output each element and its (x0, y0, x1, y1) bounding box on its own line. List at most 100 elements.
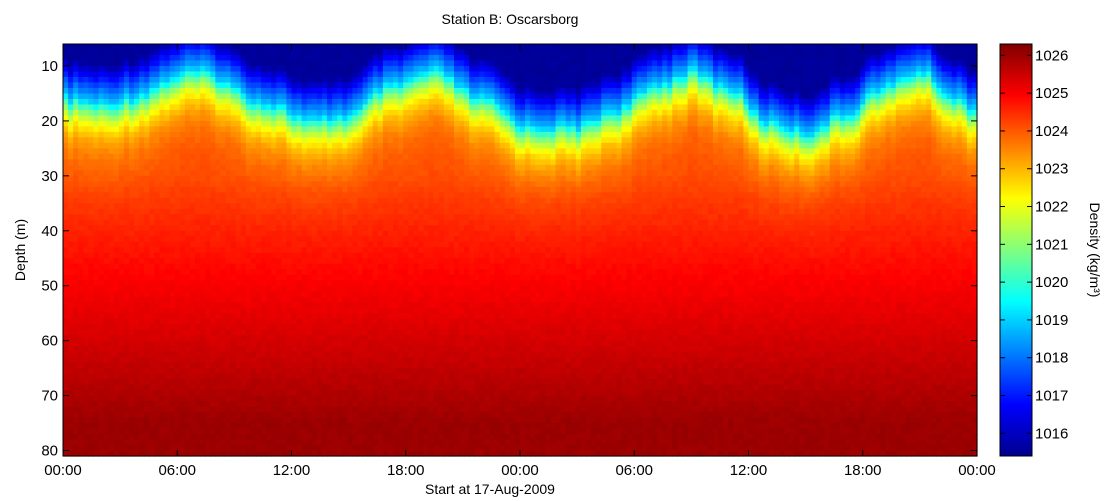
heatmap-cell (372, 384, 379, 391)
heatmap-cell (281, 87, 288, 95)
heatmap-cell (301, 274, 308, 281)
heatmap-cell (113, 214, 120, 221)
heatmap-cell (250, 346, 257, 353)
heatmap-cell (235, 412, 242, 419)
heatmap-cell (342, 318, 348, 325)
heatmap-cell (301, 285, 308, 292)
heatmap-cell (159, 93, 166, 100)
heatmap-cell (73, 280, 79, 287)
heatmap-cell (200, 87, 206, 95)
heatmap-cell (129, 148, 135, 155)
heatmap-cell (225, 208, 232, 215)
heatmap-cell (144, 137, 150, 144)
heatmap-cell (73, 230, 79, 237)
heatmap-cell (225, 439, 232, 446)
heatmap-cell (276, 401, 282, 408)
heatmap-cell (321, 120, 328, 127)
heatmap-cell (321, 318, 328, 325)
heatmap-cell (215, 120, 222, 127)
heatmap-cell (108, 434, 115, 441)
heatmap-cell (83, 82, 89, 89)
heatmap-cell (271, 148, 277, 155)
heatmap-cell (337, 181, 343, 188)
heatmap-cell (286, 368, 293, 375)
heatmap-cell (296, 302, 303, 309)
heatmap-cell (144, 170, 150, 177)
heatmap-cell (230, 65, 237, 73)
heatmap-cell (113, 445, 120, 452)
heatmap-cell (245, 368, 252, 375)
heatmap-cell (337, 263, 343, 270)
heatmap-cell (78, 258, 84, 265)
heatmap-cell (68, 186, 74, 193)
heatmap-cell (271, 115, 277, 122)
heatmap-cell (179, 98, 186, 106)
heatmap-cell (327, 208, 333, 215)
heatmap-cell (189, 203, 196, 210)
heatmap-cell (164, 219, 171, 226)
heatmap-cell (347, 98, 354, 106)
heatmap-cell (230, 291, 237, 298)
heatmap-cell (174, 379, 181, 386)
heatmap-cell (296, 153, 303, 160)
heatmap-cell (184, 384, 191, 391)
heatmap-cell (240, 274, 247, 281)
heatmap-cell (296, 115, 303, 122)
heatmap-cell (347, 104, 354, 111)
heatmap-cell (245, 192, 252, 199)
heatmap-cell (352, 423, 359, 430)
heatmap-cell (210, 225, 216, 232)
heatmap-cell (291, 379, 298, 386)
heatmap-cell (301, 71, 308, 78)
heatmap-cell (149, 49, 155, 56)
heatmap-cell (306, 87, 313, 95)
heatmap-cell (184, 340, 191, 347)
heatmap-cell (276, 247, 282, 254)
heatmap-cell (281, 329, 288, 336)
heatmap-cell (255, 450, 262, 457)
heatmap-cell (357, 445, 364, 452)
heatmap-cell (179, 164, 186, 171)
heatmap-cell (139, 131, 145, 138)
heatmap-cell (301, 93, 308, 100)
heatmap-cell (78, 252, 84, 259)
heatmap-cell (98, 148, 105, 155)
heatmap-cell (250, 434, 257, 441)
heatmap-cell (129, 329, 135, 336)
heatmap-cell (220, 49, 227, 56)
heatmap-cell (261, 318, 267, 325)
heatmap-cell (393, 65, 399, 73)
heatmap-cell (159, 208, 166, 215)
heatmap-cell (255, 428, 262, 435)
heatmap-cell (337, 219, 343, 226)
heatmap-cell (210, 65, 216, 73)
heatmap-cell (266, 318, 272, 325)
heatmap-cell (357, 82, 364, 89)
heatmap-cell (342, 373, 348, 380)
heatmap-cell (103, 120, 110, 127)
heatmap-cell (352, 93, 359, 100)
heatmap-cell (367, 115, 374, 122)
heatmap-cell (108, 49, 115, 56)
heatmap-cell (286, 214, 293, 221)
heatmap-cell (118, 71, 125, 78)
heatmap-cell (255, 340, 262, 347)
heatmap-cell (149, 274, 155, 281)
heatmap-cell (276, 302, 282, 309)
heatmap-cell (357, 181, 364, 188)
heatmap-cell (179, 65, 186, 73)
heatmap-cell (393, 412, 399, 419)
heatmap-cell (144, 131, 150, 138)
heatmap-cell (210, 82, 216, 89)
heatmap-cell (195, 450, 201, 457)
heatmap-cell (281, 252, 288, 259)
heatmap-cell (332, 164, 338, 171)
heatmap-cell (311, 340, 318, 347)
heatmap-cell (123, 390, 130, 397)
heatmap-cell (149, 181, 155, 188)
heatmap-cell (68, 181, 74, 188)
heatmap-cell (301, 131, 308, 138)
heatmap-cell (118, 98, 125, 106)
heatmap-cell (139, 241, 145, 248)
heatmap-cell (266, 87, 272, 95)
